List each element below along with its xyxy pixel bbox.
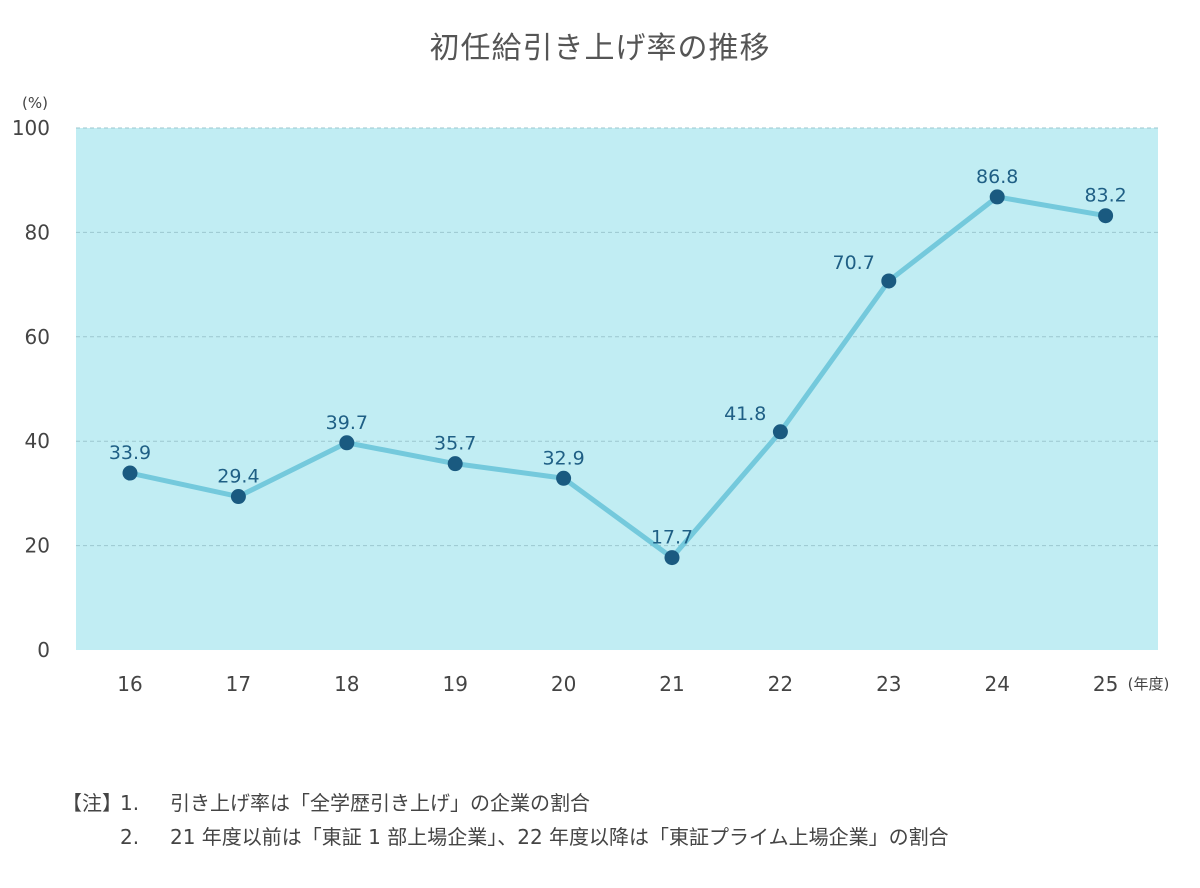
data-label: 39.7 <box>326 412 368 434</box>
note-number: 1. <box>120 791 140 815</box>
data-point <box>772 424 788 440</box>
data-point <box>447 456 463 472</box>
note-row-1: 【注】 1. 引き上げ率は「全学歴引き上げ」の企業の割合 <box>62 786 949 820</box>
data-label: 41.8 <box>724 403 766 425</box>
x-axis-ticks: 16 17 18 19 20 21 22 23 24 25 <box>117 672 1118 696</box>
x-axis-unit: (年度) <box>1128 675 1170 693</box>
note-text: 引き上げ率は「全学歴引き上げ」の企業の割合 <box>170 791 590 815</box>
y-tick-label: 0 <box>37 638 50 662</box>
note-number: 2. <box>120 825 140 849</box>
chart-title: 初任給引き上げ率の推移 <box>430 31 771 66</box>
x-tick-label: 21 <box>659 672 684 696</box>
data-point <box>339 435 355 451</box>
note-prefix: 【注】 <box>62 791 122 815</box>
data-label: 35.7 <box>434 433 476 455</box>
y-axis-ticks: 0 20 40 60 80 100 <box>12 116 50 662</box>
x-tick-label: 23 <box>876 672 901 696</box>
y-tick-label: 100 <box>12 116 50 140</box>
data-markers <box>122 189 1114 566</box>
data-point <box>556 470 572 486</box>
data-label: 33.9 <box>109 442 151 464</box>
plot-area <box>76 128 1158 650</box>
y-tick-label: 60 <box>25 325 50 349</box>
y-axis-unit: (%) <box>22 94 48 112</box>
x-tick-label: 16 <box>117 672 142 696</box>
data-point <box>1098 208 1114 224</box>
data-label: 32.9 <box>542 447 584 469</box>
x-tick-label: 20 <box>551 672 576 696</box>
x-tick-label: 24 <box>984 672 1009 696</box>
data-label: 17.7 <box>651 527 693 549</box>
data-point <box>989 189 1005 205</box>
data-label: 83.2 <box>1084 185 1126 207</box>
y-tick-label: 40 <box>25 429 50 453</box>
note-row-2: 2. 21 年度以前は「東証 1 部上場企業」、22 年度以降は「東証プライム上… <box>62 820 949 854</box>
x-tick-label: 17 <box>226 672 251 696</box>
x-tick-label: 18 <box>334 672 359 696</box>
data-label: 70.7 <box>832 252 874 274</box>
data-point <box>122 465 138 481</box>
notes: 【注】 1. 引き上げ率は「全学歴引き上げ」の企業の割合 2. 21 年度以前は… <box>62 786 949 854</box>
x-tick-label: 25 <box>1093 672 1118 696</box>
line-chart: 初任給引き上げ率の推移 (%) 0 20 40 60 80 100 16 17 18 19 20 2… <box>12 31 1170 696</box>
x-tick-label: 22 <box>768 672 793 696</box>
data-label: 29.4 <box>217 466 259 488</box>
data-label: 86.8 <box>976 166 1018 188</box>
data-labels: 33.9 29.4 39.7 35.7 32.9 17.7 41.8 70.7 86.8 83.2 <box>109 166 1127 549</box>
data-point <box>664 550 680 566</box>
series-line <box>129 194 1107 561</box>
y-tick-label: 20 <box>25 534 50 558</box>
gridlines <box>76 127 1158 547</box>
data-point <box>230 489 246 505</box>
x-tick-label: 19 <box>442 672 467 696</box>
note-text: 21 年度以前は「東証 1 部上場企業」、22 年度以降は「東証プライム上場企業… <box>170 825 949 849</box>
data-point <box>881 273 897 289</box>
y-tick-label: 80 <box>25 220 50 244</box>
